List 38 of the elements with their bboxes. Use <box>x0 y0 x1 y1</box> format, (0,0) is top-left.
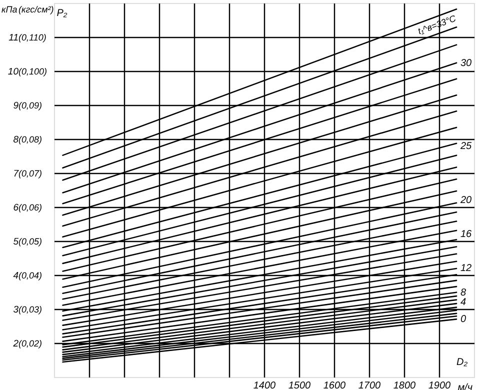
y2-tick-label: (0,07) <box>18 168 42 178</box>
series-label: 20 <box>460 195 472 206</box>
series-label: 12 <box>460 263 472 274</box>
y2-tick-label: (0,09) <box>18 100 42 110</box>
series-label: 25 <box>460 141 472 152</box>
y-tick-label: 3 <box>13 304 20 316</box>
x-tick-label: 1600 <box>323 380 346 390</box>
y2-tick-label: (0,100) <box>18 66 48 76</box>
series-label: 4 <box>460 297 466 308</box>
y-tick-label: 4 <box>13 270 18 282</box>
annotation: D₂ <box>456 357 468 368</box>
y2-tick-label: (0,04) <box>18 270 42 280</box>
series-label: 30 <box>460 58 472 69</box>
x-tick-label: 1800 <box>393 380 416 390</box>
y-axis-title: кПа <box>2 4 18 14</box>
y-tick-label: 10 <box>8 66 20 78</box>
y-tick-label: 5 <box>13 236 20 248</box>
series-label: 0 <box>460 314 466 326</box>
y-tick-label: 6 <box>13 202 20 214</box>
y2-tick-label: (0,06) <box>18 202 42 212</box>
series-label: 16 <box>460 229 472 240</box>
y2-tick-label: (0,08) <box>18 134 42 144</box>
x-tick-label: 1400 <box>253 380 276 390</box>
y2-tick-label: (0,03) <box>18 304 42 314</box>
y2-tick-label: (0,02) <box>18 338 42 348</box>
series-label: 8 <box>460 287 466 298</box>
x-tick-label: 1700 <box>358 380 382 390</box>
y2-axis-title: (кгс/см²) <box>18 4 54 14</box>
y2-tick-label: (0,110) <box>18 32 46 42</box>
y-tick-label: 8 <box>13 134 20 146</box>
y-tick-label: 11 <box>8 32 18 44</box>
y2-tick-label: (0,05) <box>18 236 42 246</box>
x-tick-label: 1500 <box>288 380 312 390</box>
y-tick-label: 7 <box>13 168 20 180</box>
y-tick-label: 2 <box>12 338 20 350</box>
x-tick-label: 1900 <box>428 380 452 390</box>
annotation: P₂ <box>56 8 68 19</box>
y-tick-label: 9 <box>13 100 20 112</box>
